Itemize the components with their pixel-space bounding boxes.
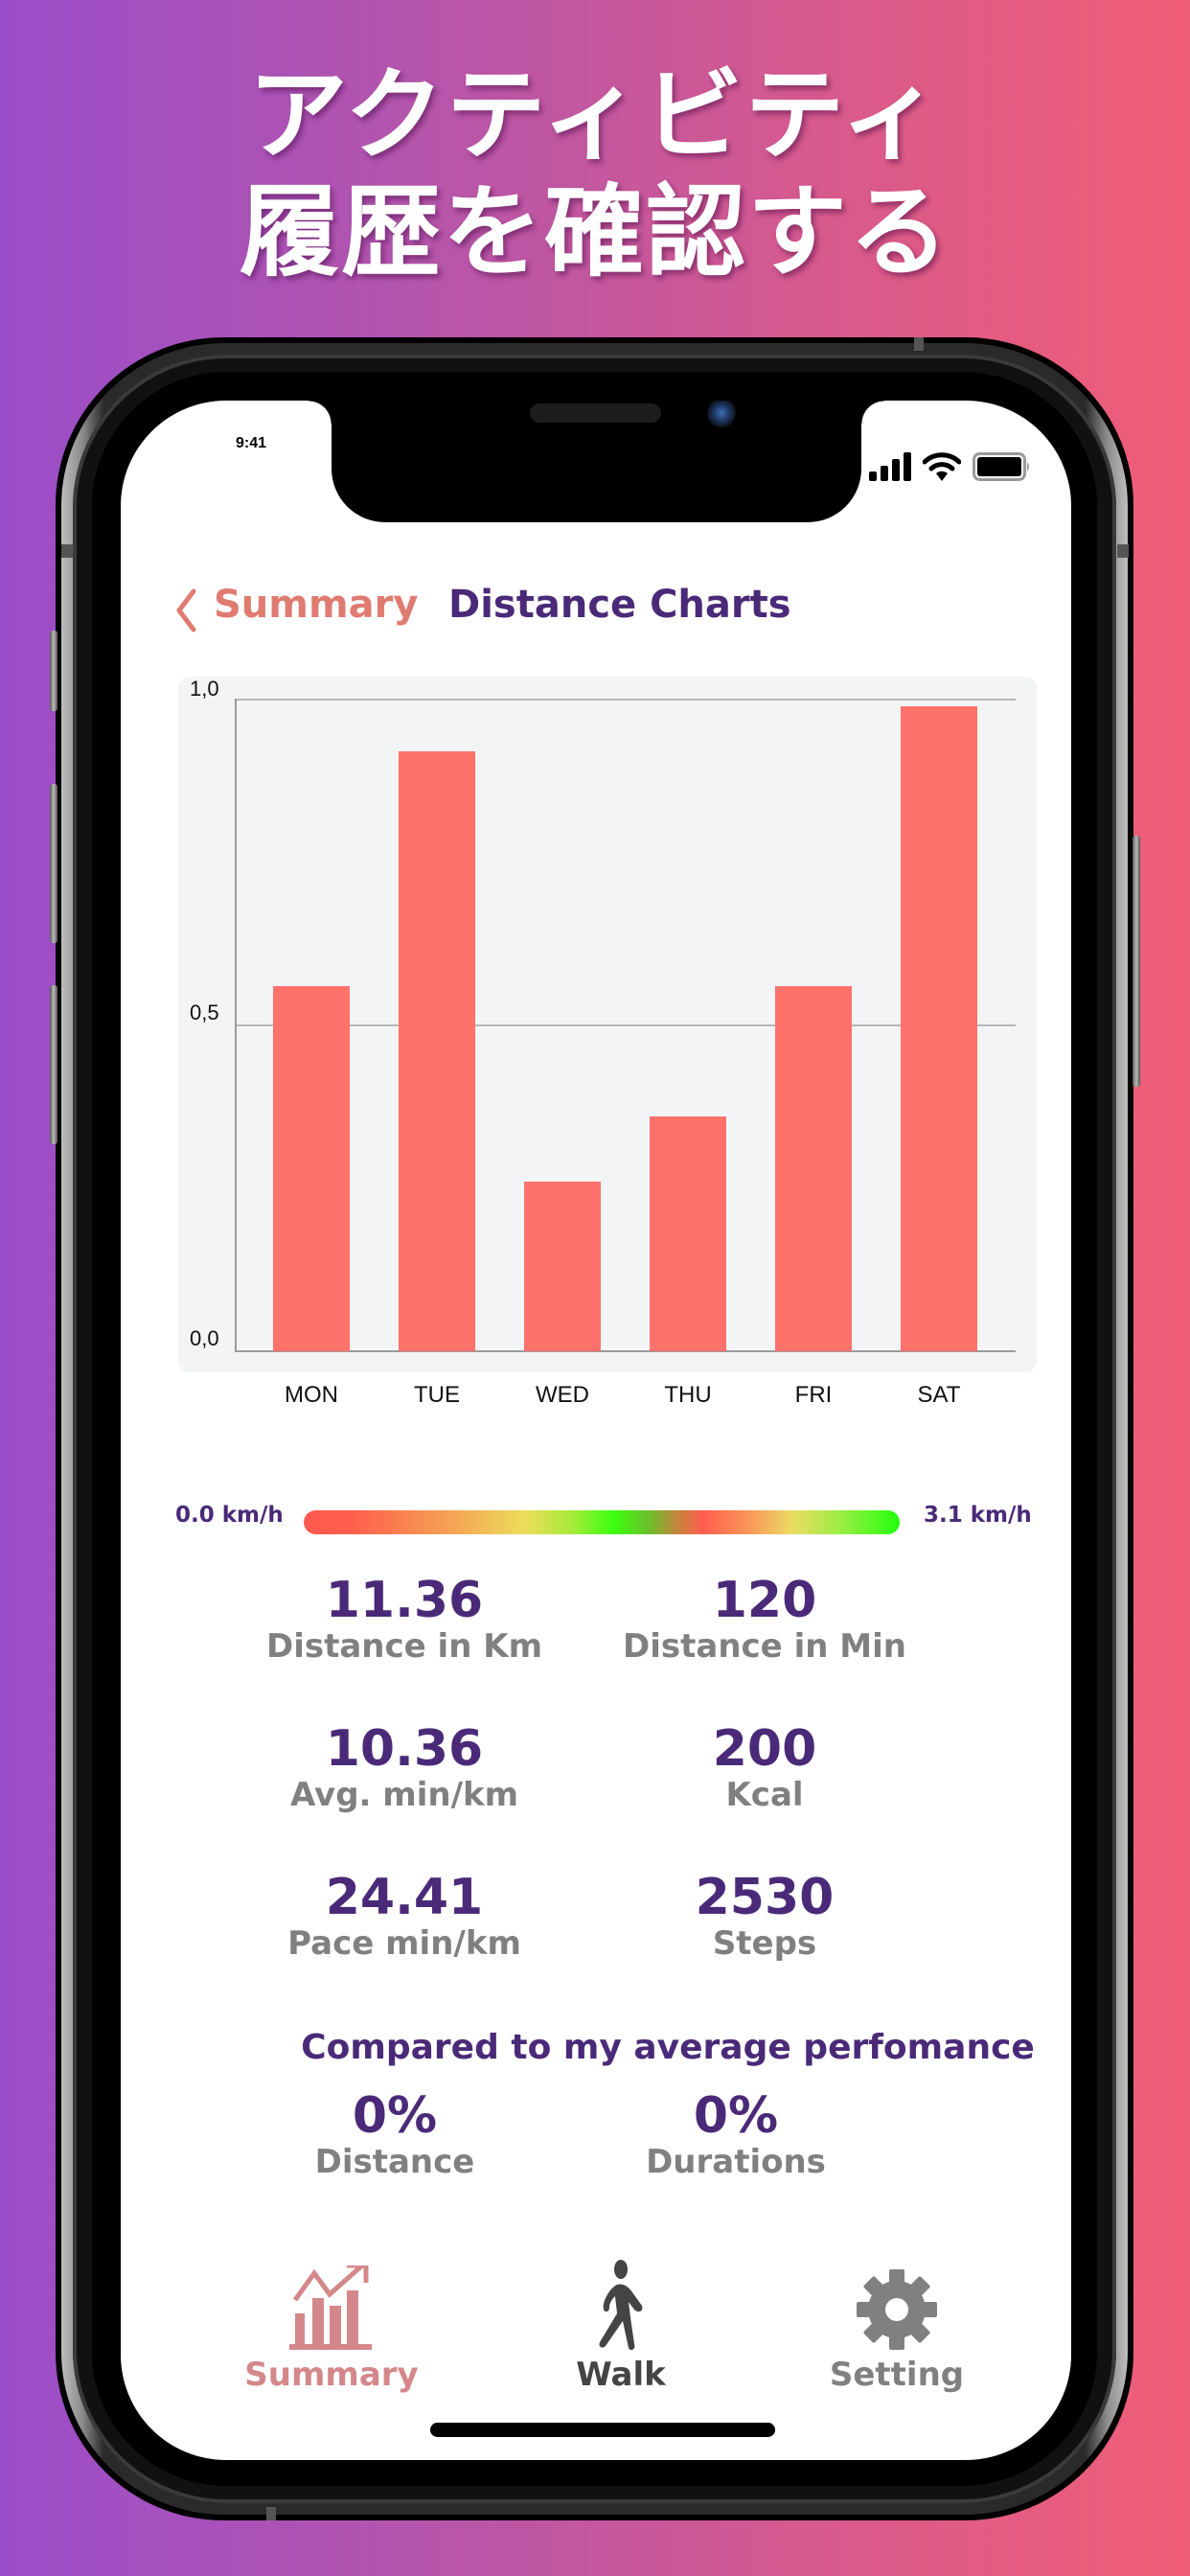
metric-distance-min: 120 Distance in Min [592,1574,937,1666]
speed-max-label: 3.1 km/h [924,1503,1032,1528]
metric-label: Distance in Km [265,1627,543,1666]
tab-walk[interactable]: Walk [506,2260,736,2394]
volume-up-button [50,784,57,943]
comparison-title: Compared to my average perfomance [301,2028,1035,2067]
metric-label: Steps [712,1924,817,1963]
speed-gradient-bar [304,1510,900,1534]
home-indicator[interactable] [430,2423,775,2437]
metric-value: 24.41 [325,1869,484,1926]
chart-growth-icon [217,2260,446,2352]
metric-label: Kcal [725,1776,804,1814]
app-screen: 9:41 [121,401,1071,2460]
promo-headline-line2: 履歴を確認する [239,173,950,290]
walking-person-icon [506,2260,736,2352]
comparison-value: 0% [352,2087,438,2145]
gear-icon [782,2260,1012,2352]
nav-bar: Summary Distance Charts [121,569,1071,646]
comparison-value: 0% [693,2087,779,2145]
tab-setting[interactable]: Setting [782,2260,1012,2394]
antenna-band [61,544,73,558]
y-tick-label: 0,5 [190,1000,219,1024]
metric-label: Avg. min/km [289,1776,519,1814]
metric-kcal: 200 Kcal [592,1722,937,1814]
bar-sat [901,706,977,1351]
gridline-0.5 [236,1024,1016,1026]
speed-scale: 0.0 km/h 3.1 km/h [121,1493,1071,1534]
promo-headline-line1: アクティビティ [247,57,943,173]
metric-label: Pace min/km [287,1924,521,1963]
bar-mon [273,986,350,1351]
distance-bar-chart: 1,0 0,5 0,0 [178,677,1037,1372]
metric-pace: 24.41 Pace min/km [232,1871,577,1963]
x-tick-label: TUE [414,1382,460,1408]
antenna-band [266,2507,276,2520]
y-axis [235,699,237,1352]
battery-icon [973,452,1032,485]
y-tick-label: 0,0 [190,1326,219,1350]
metric-value: 11.36 [325,1572,484,1629]
metric-value: 2530 [695,1869,835,1926]
bar-fri [775,986,852,1351]
bar-tue [399,751,475,1351]
earpiece-speaker [530,403,661,423]
tab-summary[interactable]: Summary [217,2260,446,2394]
tab-label: Summary [244,2356,419,2394]
cellular-signal-icon [869,452,911,485]
x-tick-label: THU [664,1382,712,1408]
metric-value: 120 [712,1572,817,1629]
gridline-1.0 [236,699,1016,701]
comparison-label: Distance [314,2143,475,2181]
x-tick-label: WED [536,1382,589,1408]
status-icons [869,452,1032,485]
comparison-label: Durations [646,2143,826,2181]
page-title: Distance Charts [448,583,791,627]
y-tick-label: 1,0 [190,677,219,701]
x-tick-label: FRI [794,1382,833,1408]
antenna-band [1117,544,1129,558]
volume-down-button [50,985,57,1144]
comparison-distance: 0% Distance [222,2089,567,2181]
x-tick-label: MON [285,1382,338,1408]
power-button [1133,836,1140,1087]
metric-distance-km: 11.36 Distance in Km [232,1574,577,1666]
antenna-band [914,337,924,351]
speed-min-label: 0.0 km/h [175,1503,284,1528]
metric-steps: 2530 Steps [592,1871,937,1963]
metric-value: 10.36 [325,1720,484,1778]
back-chevron-icon[interactable] [175,588,196,636]
metric-label: Distance in Min [623,1627,906,1666]
bar-thu [650,1116,726,1351]
metric-avg-pace: 10.36 Avg. min/km [232,1722,577,1814]
comparison-durations: 0% Durations [563,2089,908,2181]
tab-label: Setting [829,2356,965,2394]
wifi-icon [922,452,962,485]
x-tick-label: SAT [917,1382,961,1408]
x-axis-baseline [236,1350,1016,1352]
notch [309,401,884,522]
bar-wed [524,1182,601,1351]
status-time: 9:41 [236,435,267,451]
back-button-summary[interactable]: Summary [214,583,419,627]
front-camera [707,401,736,427]
tab-label: Walk [576,2356,666,2394]
mute-switch [50,631,57,711]
metric-value: 200 [712,1720,817,1778]
